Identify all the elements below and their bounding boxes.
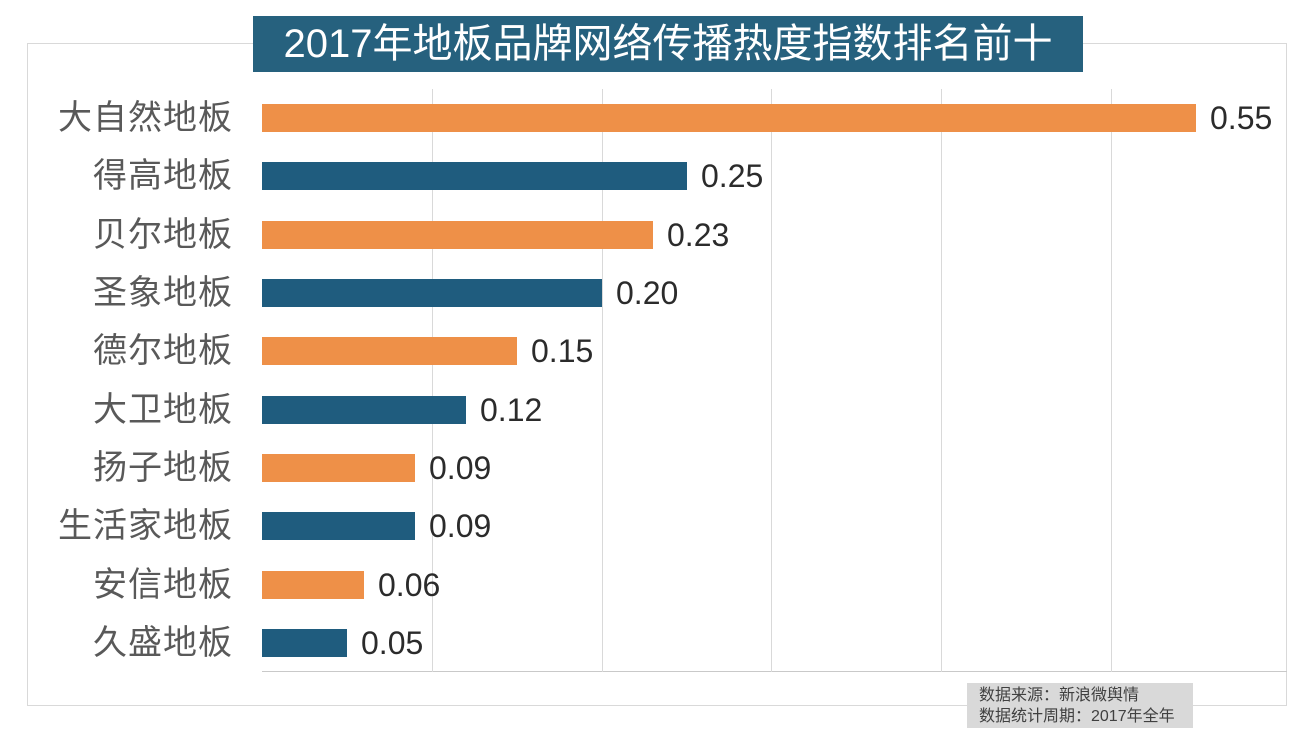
gridline: [1111, 89, 1112, 672]
data-period-line: 数据统计周期：2017年全年: [979, 708, 1175, 725]
category-label: 圣象地板: [93, 274, 233, 312]
chart-title: 2017年地板品牌网络传播热度指数排名前十: [253, 16, 1083, 72]
data-source-note: 数据来源：新浪微舆情 数据统计周期：2017年全年: [967, 683, 1193, 728]
category-label: 大卫地板: [93, 391, 233, 429]
x-axis-line: [262, 671, 1287, 672]
category-label: 生活家地板: [58, 507, 233, 545]
category-label: 扬子地板: [93, 449, 233, 487]
bar: [262, 162, 687, 190]
category-label: 德尔地板: [93, 332, 233, 370]
value-label: 0.06: [378, 567, 441, 603]
category-label: 得高地板: [93, 157, 233, 195]
category-label: 久盛地板: [93, 624, 233, 662]
value-label: 0.23: [667, 217, 730, 253]
bar: [262, 396, 466, 424]
bar: [262, 454, 415, 482]
category-label: 安信地板: [93, 566, 233, 604]
value-label: 0.20: [616, 275, 679, 311]
gridline: [432, 89, 433, 672]
plot-area: 0.55 0.25 0.23 0.20 0.15 0.12 0.09 0.09 0.06 0.05: [262, 89, 1287, 672]
value-label: 0.12: [480, 392, 543, 428]
bar: [262, 221, 653, 249]
bar: [262, 571, 364, 599]
category-label: 贝尔地板: [93, 216, 233, 254]
gridline: [771, 89, 772, 672]
value-label: 0.25: [701, 158, 764, 194]
data-source-line: 数据来源：新浪微舆情: [979, 687, 1140, 704]
bar: [262, 104, 1196, 132]
value-label: 0.15: [531, 333, 594, 369]
bar: [262, 512, 415, 540]
value-label: 0.09: [429, 450, 492, 486]
gridline: [941, 89, 942, 672]
value-label: 0.05: [361, 625, 424, 661]
value-label: 0.55: [1210, 100, 1273, 136]
value-label: 0.09: [429, 508, 492, 544]
category-label: 大自然地板: [58, 99, 233, 137]
bar: [262, 279, 602, 307]
bar: [262, 337, 517, 365]
bar: [262, 629, 347, 657]
gridline: [602, 89, 603, 672]
